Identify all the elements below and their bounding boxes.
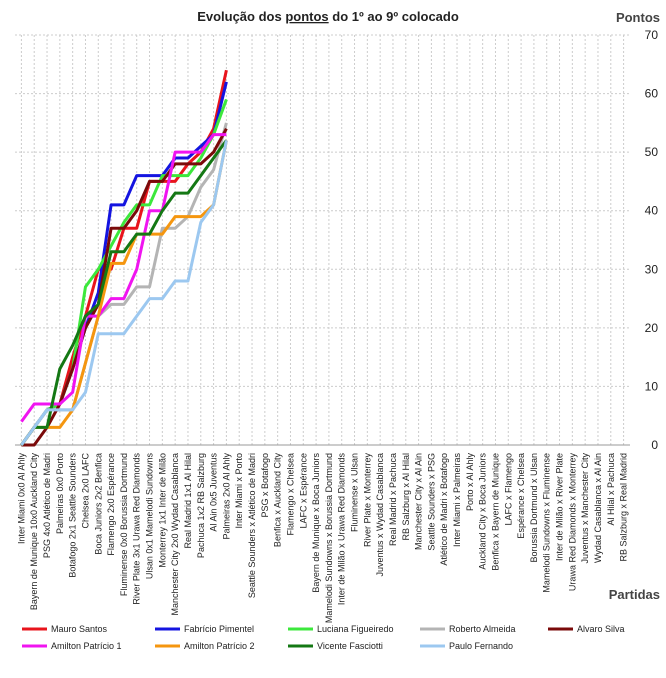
x-axis-label: Partidas xyxy=(609,587,660,602)
x-tick-label: Flamengo 2x0 Espérance xyxy=(106,453,116,556)
y-tick-label: 50 xyxy=(645,145,659,159)
x-tick-label: Benfica x Auckland City xyxy=(273,453,283,548)
x-tick-label: RB Salzburg x Al Hilal xyxy=(401,453,411,541)
y-tick-label: 60 xyxy=(645,87,659,101)
x-tick-label: Juventus x Manchester City xyxy=(580,453,590,564)
x-tick-label: Manchester City x Al Ain xyxy=(414,453,424,550)
x-tick-label: Borussia Dortmund x Ulsan xyxy=(529,453,539,563)
legend-label: Amilton Patrício 2 xyxy=(184,641,255,651)
x-tick-label: Inter Miami x Palmeiras xyxy=(452,453,462,548)
x-tick-label: Wydad Casablanca x Al Ain xyxy=(593,453,603,563)
x-tick-label: Real Madrid x Pachuca xyxy=(388,453,398,546)
series-line xyxy=(20,133,227,423)
x-tick-label: Palmeiras 0x0 Porto xyxy=(55,453,65,534)
series-line xyxy=(20,140,228,446)
x-tick-label: River Plate 3x1 Urawa Red Diamonds xyxy=(132,453,142,605)
x-tick-label: Monterrey 1x1 Inter de Milão xyxy=(157,453,167,568)
x-tick-label: River Plate x Monterrey xyxy=(362,453,372,548)
legend-label: Mauro Santos xyxy=(51,624,108,634)
x-tick-label: Atlético de Madri x Botafogo xyxy=(439,453,449,566)
x-tick-label: Benfica x Bayern de Munique xyxy=(490,453,500,571)
legend-label: Amilton Patrício 1 xyxy=(51,641,122,651)
x-tick-label: Auckland City x Boca Juniors xyxy=(478,453,488,570)
x-tick-label: Seattle Sounders x PSG xyxy=(426,453,436,551)
x-tick-label: Al Ain 0x5 Juventus xyxy=(209,453,219,532)
x-tick-label: Urawa Red Diamonds x Monterrey xyxy=(567,453,577,592)
x-tick-label: PSG x Botafogo xyxy=(260,453,270,518)
x-tick-label: LAFC x Espérance xyxy=(298,453,308,529)
legend-label: Vicente Fasciotti xyxy=(317,641,383,651)
x-tick-label: Bayern de Munique x Boca Juniors xyxy=(311,453,321,593)
x-tick-label: Juventus x Wydad Casablanca xyxy=(375,453,385,577)
x-tick-label: Seattle Sounders x Atlético de Madri xyxy=(247,453,257,598)
x-tick-label: Inter Miami x Porto xyxy=(234,453,244,529)
series-line xyxy=(20,98,228,446)
x-tick-label: Flamengo x Chelsea xyxy=(285,453,295,536)
y-tick-label: 30 xyxy=(645,262,659,276)
x-tick-label: LAFC x Flamengo xyxy=(503,453,513,526)
y-tick-label: 0 xyxy=(651,438,658,452)
y-tick-label: 40 xyxy=(645,204,659,218)
x-tick-label: Mamelodi Sundowns x Fluminense xyxy=(542,453,552,593)
x-tick-label: Real Madrid 1x1 Al Hilal xyxy=(183,453,193,549)
x-tick-label: Inter de Milão x River Plate xyxy=(555,453,565,561)
series-line xyxy=(20,140,228,446)
legend-label: Fabrício Pimentel xyxy=(184,624,254,634)
x-tick-label: Espérance x Chelsea xyxy=(516,453,526,539)
x-tick-label: Pachuca 1x2 RB Salzburg xyxy=(196,453,206,558)
y-axis-label: Pontos xyxy=(616,10,660,25)
chart-title: Evolução dos pontos do 1º ao 9º colocado xyxy=(197,9,459,24)
x-tick-label: RB Salzburg x Real Madrid xyxy=(619,453,629,562)
legend-label: Luciana Figueiredo xyxy=(317,624,394,634)
legend-label: Alvaro Silva xyxy=(577,624,625,634)
x-tick-label: Botafogo 2x1 Seattle Sounders xyxy=(68,453,78,578)
x-tick-label: Palmeiras 2x0 Al Ahly xyxy=(221,453,231,540)
legend-label: Paulo Fernando xyxy=(449,641,513,651)
x-tick-label: Boca Juniors 2x2 Benfica xyxy=(93,453,103,555)
x-tick-label: Chelsea 2x0 LAFC xyxy=(80,453,90,529)
x-tick-label: Porto x Al Ahly xyxy=(465,453,475,512)
series-line xyxy=(21,127,228,447)
y-tick-label: 70 xyxy=(645,28,659,42)
x-tick-label: Al Hilal x Pachuca xyxy=(606,453,616,526)
x-tick-label: Mamelodi Sundowns x Borussia Dortmund xyxy=(324,453,334,623)
y-tick-label: 20 xyxy=(645,321,659,335)
legend-label: Roberto Almeida xyxy=(449,624,516,634)
x-tick-label: Inter de Milão x Urawa Red Diamonds xyxy=(337,453,347,606)
y-tick-label: 10 xyxy=(645,379,659,393)
x-tick-label: Manchester City 2x0 Wydad Casablanca xyxy=(170,453,180,616)
series-line xyxy=(20,139,228,446)
x-tick-label: PSG 4x0 Atlético de Madri xyxy=(42,453,52,558)
x-tick-label: Fluminense 0x0 Borussia Dortmund xyxy=(119,453,129,596)
x-tick-label: Inter Miami 0x0 Al Ahly xyxy=(16,453,26,545)
x-tick-label: Bayern de Munique 10x0 Auckland City xyxy=(29,453,39,611)
x-tick-label: Ulsan 0x1 Mamelodi Sundowns xyxy=(145,453,155,580)
x-tick-label: Fluminense x Ulsan xyxy=(350,453,360,532)
